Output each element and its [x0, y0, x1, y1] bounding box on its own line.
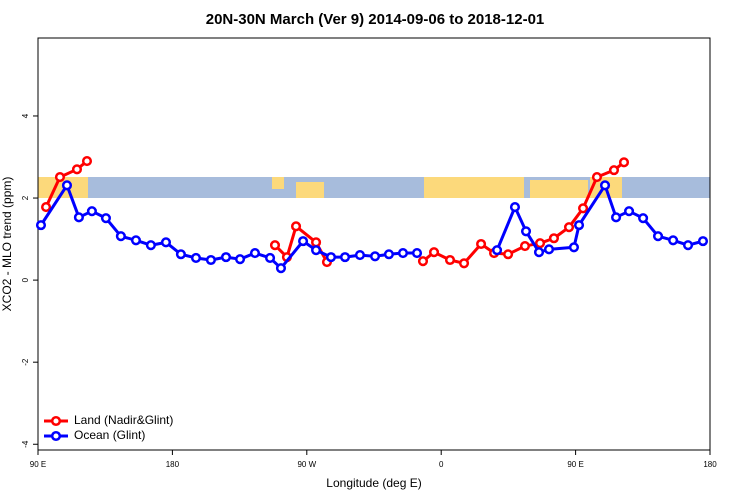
- point: [249, 247, 261, 259]
- point: [638, 213, 649, 224]
- point: [160, 237, 172, 248]
- point: [383, 249, 394, 260]
- y-tick-label: -4: [21, 440, 30, 448]
- x-tick-label: 180: [703, 460, 717, 469]
- point: [311, 245, 322, 256]
- point: [668, 235, 679, 246]
- x-tick-label: 90 E: [567, 460, 583, 469]
- point: [175, 249, 186, 260]
- point: [369, 251, 381, 262]
- point: [428, 247, 440, 258]
- point: [130, 235, 142, 246]
- point: [624, 206, 635, 217]
- point: [81, 156, 93, 167]
- point: [573, 220, 585, 231]
- point: [275, 263, 287, 274]
- point: [115, 231, 126, 242]
- point: [269, 240, 281, 251]
- point: [509, 202, 521, 213]
- point: [535, 238, 546, 249]
- land-area: [424, 177, 524, 198]
- point: [145, 240, 156, 251]
- x-tick-label: 90 W: [297, 460, 316, 469]
- point: [417, 256, 429, 267]
- point: [548, 233, 559, 244]
- point: [599, 180, 611, 191]
- y-tick-label: 0: [21, 277, 30, 282]
- point: [54, 172, 66, 183]
- point: [190, 252, 202, 264]
- point: [563, 222, 575, 233]
- point: [354, 250, 366, 261]
- y-tick-label: 2: [21, 195, 30, 200]
- point: [652, 231, 664, 242]
- point: [578, 203, 589, 214]
- x-axis-label: Longitude (deg E): [326, 476, 421, 490]
- y-axis-label: XCO2 - MLO trend (ppm): [0, 177, 14, 312]
- point: [697, 236, 709, 247]
- point: [682, 240, 694, 251]
- point: [220, 252, 232, 263]
- legend-marker: [50, 415, 62, 427]
- x-tick-label: 180: [166, 460, 180, 469]
- legend-label: Ocean (Glint): [74, 428, 145, 442]
- point: [611, 212, 622, 223]
- y-tick-label: 4: [21, 113, 30, 118]
- point: [492, 245, 503, 256]
- point: [325, 252, 337, 263]
- point: [86, 206, 97, 217]
- x-tick-label: 0: [439, 460, 444, 469]
- point: [618, 157, 630, 168]
- point: [290, 221, 302, 232]
- point: [519, 241, 531, 252]
- point: [533, 247, 545, 258]
- point: [444, 254, 456, 266]
- point: [568, 242, 580, 253]
- legend-label: Land (Nadir&Glint): [74, 413, 173, 427]
- land-area: [530, 180, 588, 198]
- point: [73, 212, 84, 223]
- point: [61, 180, 73, 191]
- point: [311, 237, 322, 248]
- point: [205, 254, 216, 266]
- land-area: [296, 182, 324, 198]
- point: [591, 172, 603, 183]
- point: [234, 254, 246, 265]
- plot-frame: [37, 37, 711, 451]
- point: [503, 249, 514, 260]
- point: [100, 213, 111, 224]
- legend-marker: [50, 430, 62, 442]
- point: [35, 220, 47, 231]
- point: [298, 236, 309, 247]
- point: [71, 164, 83, 175]
- point: [411, 247, 423, 259]
- point: [458, 258, 470, 269]
- point: [476, 238, 487, 250]
- point: [339, 252, 351, 263]
- land-area: [272, 177, 284, 189]
- point: [608, 165, 620, 176]
- point: [41, 202, 52, 213]
- point: [265, 252, 276, 264]
- point: [543, 244, 555, 255]
- chart-title: 20N-30N March (Ver 9) 2014-09-06 to 2018…: [206, 11, 545, 28]
- point: [397, 247, 409, 259]
- point: [520, 226, 532, 237]
- x-tick-label: 90 E: [30, 460, 46, 469]
- y-tick-label: -2: [21, 358, 30, 366]
